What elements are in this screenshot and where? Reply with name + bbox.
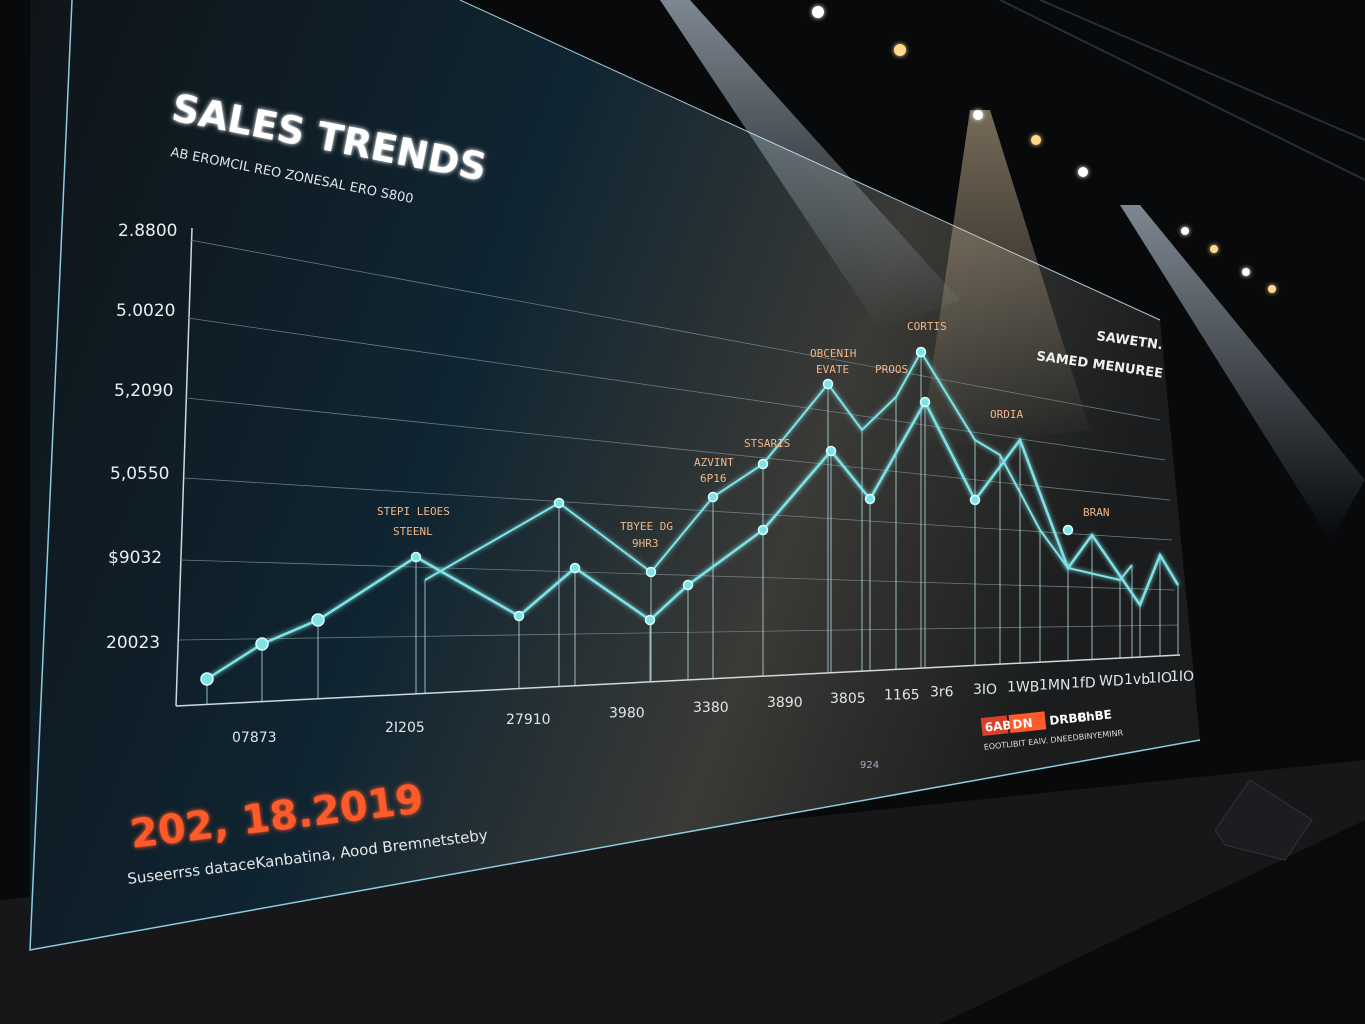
light-beam (920, 110, 1090, 450)
annotation: OBCENIH (810, 347, 856, 360)
data-point (919, 396, 931, 408)
light-beam (660, 0, 960, 330)
x-tick-label: 07873 (232, 730, 277, 746)
x-tick-label: 3r6 (930, 685, 954, 701)
data-point (410, 551, 422, 563)
x-tick-label: 1165 (884, 688, 920, 704)
data-point (757, 458, 769, 470)
y-tick-label: 20023 (106, 633, 160, 653)
x-tick-label: 1WB (1007, 680, 1039, 696)
data-point (915, 346, 927, 358)
data-point (311, 613, 325, 627)
x-tick-label: 1vb (1124, 672, 1150, 688)
data-point (200, 672, 214, 686)
annotation: BRAN (1083, 506, 1110, 519)
annotation: STSARIS (744, 437, 790, 450)
spotlight-icon (1268, 285, 1276, 293)
screen-border (29, 0, 1201, 951)
data-point (645, 566, 657, 578)
data-point (644, 614, 656, 626)
data-point (757, 524, 769, 536)
data-point (822, 378, 834, 390)
annotation: PROOS (875, 363, 908, 376)
spotlight-icon (812, 6, 824, 18)
drop-lines (206, 352, 1179, 705)
stage-edge (940, 820, 1365, 1024)
x-tick-label: 3380 (693, 700, 729, 716)
annotation: 6P16 (700, 472, 727, 485)
stage-monitor-speaker (1214, 779, 1313, 861)
lighting-truss (999, 0, 1365, 181)
y-tick-label: 5,2090 (114, 381, 173, 401)
y-tick-label: 2.8800 (118, 221, 177, 241)
spotlight-icon (1031, 135, 1041, 145)
data-point (707, 491, 719, 503)
data-points (200, 346, 1074, 686)
x-axis (175, 654, 1181, 707)
data-point (513, 610, 525, 622)
data-point (569, 562, 581, 574)
y-tick-label: 5,0550 (110, 464, 169, 484)
logo-badge: 6AB (984, 718, 1012, 735)
data-point (255, 637, 269, 651)
y-tick-labels: 2.8800 5.0020 5,2090 5,0550 $9032 20023 (106, 221, 177, 653)
x-tick-label: 3805 (830, 691, 866, 707)
spotlight-icon (973, 110, 983, 120)
annotation: ORDIA (990, 408, 1023, 421)
annotation: AZVINT (694, 456, 734, 469)
display-screen (30, 0, 1200, 950)
x-tick-label: 2I205 (385, 720, 425, 736)
stage-floor (0, 760, 1365, 1024)
logo-badge: ChBE (1077, 707, 1113, 725)
x-tick-label: WD (1099, 674, 1124, 690)
data-point (969, 494, 981, 506)
spotlight-icon (894, 44, 906, 56)
x-tick-label: 1MN (1039, 678, 1070, 694)
logo-badge: DRBB (1049, 710, 1088, 728)
x-tick-label: 3980 (609, 705, 645, 721)
annotations: STEPI LEOES STEENL TBYEE DG 9HR3 AZVINT … (377, 320, 1110, 550)
x-tick-label: 1fD (1071, 675, 1096, 691)
annotation: EVATE (816, 363, 849, 376)
data-point (864, 493, 876, 505)
annotation: 9HR3 (632, 537, 659, 550)
annotation: CORTIS (907, 320, 947, 333)
spotlight-icon (1078, 167, 1088, 177)
small-label: 924 (860, 760, 879, 771)
data-point (682, 579, 694, 591)
y-tick-label: $9032 (108, 548, 162, 568)
annotation: STEPI LEOES (377, 505, 450, 518)
x-tick-label: 1IO (1148, 670, 1172, 686)
annotation: STEENL (393, 525, 433, 538)
x-tick-label: 3IO (973, 682, 997, 698)
spotlights (812, 6, 1276, 293)
x-tick-label: 27910 (506, 712, 551, 728)
x-tick-labels: 07873 2I205 27910 3980 3380 3890 3805 1165 3r6 3I… (232, 669, 1194, 746)
data-point (553, 497, 565, 509)
data-point (825, 445, 837, 457)
series-line (424, 350, 1133, 582)
y-tick-label: 5.0020 (116, 301, 175, 321)
x-tick-label: 3890 (767, 695, 803, 711)
spotlight-icon (1242, 268, 1250, 276)
gridlines (178, 239, 1179, 641)
light-beam (1120, 205, 1365, 540)
data-point (1062, 524, 1074, 536)
spotlight-icon (1181, 227, 1189, 235)
y-axis (175, 227, 193, 707)
x-tick-label: 1IO (1170, 669, 1194, 685)
annotation: TBYEE DG (620, 520, 673, 533)
spotlight-icon (1210, 245, 1218, 253)
logo-badge: DN (1012, 716, 1033, 732)
